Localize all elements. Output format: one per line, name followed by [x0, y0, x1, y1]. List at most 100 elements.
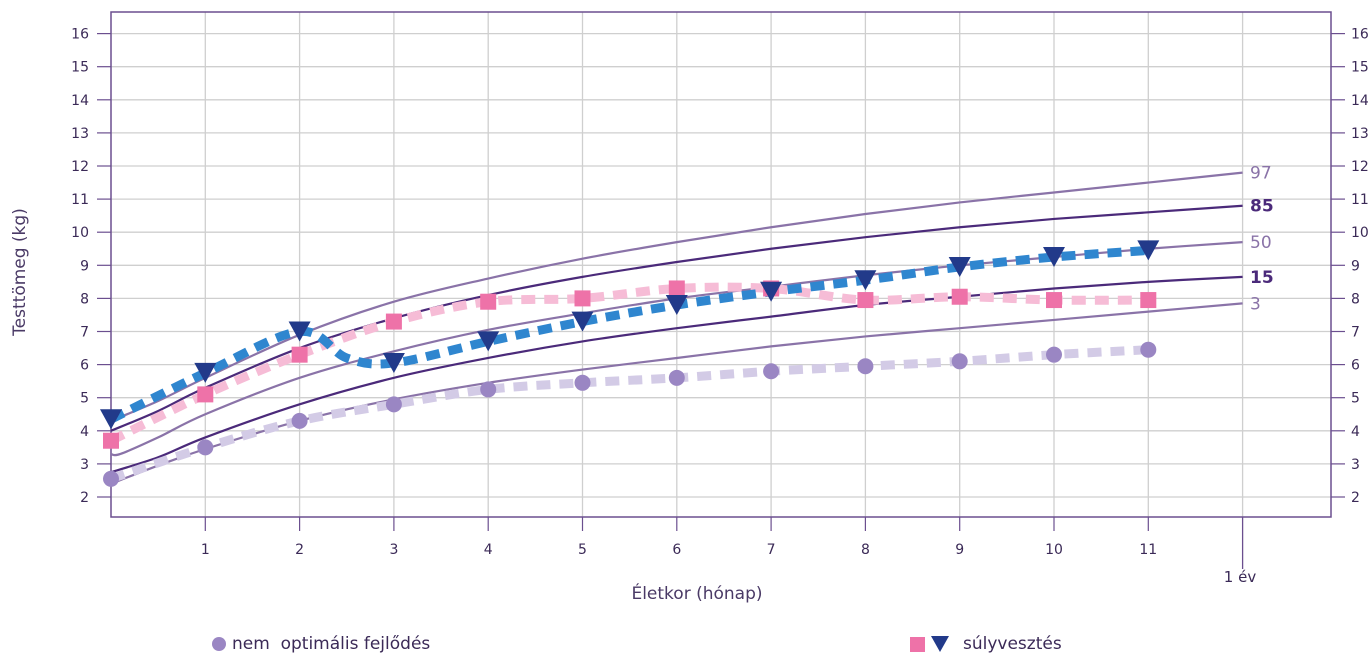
x-tick-label: 5	[578, 542, 587, 558]
y-tick-label-left: 16	[71, 27, 89, 43]
triangle-marker	[665, 295, 688, 316]
percentile-label-85: 85	[1250, 197, 1274, 217]
y-tick-label-right: 9	[1351, 258, 1360, 274]
y-tick-label-right: 16	[1351, 27, 1369, 43]
y-tick-label-right: 13	[1351, 126, 1369, 142]
x-tick-label: 7	[767, 542, 776, 558]
triangle-marker	[948, 256, 971, 277]
y-tick-label-left: 12	[71, 159, 89, 175]
x-tick-label: 10	[1045, 542, 1063, 558]
triangle-marker	[100, 409, 122, 430]
circle-marker	[857, 358, 874, 375]
square-marker	[574, 290, 591, 307]
y-tick-label-left: 14	[71, 93, 89, 109]
circle-marker	[1046, 346, 1062, 363]
y-tick-label-right: 10	[1351, 225, 1369, 241]
y-tick-label-left: 9	[80, 258, 89, 274]
y-tick-label-right: 12	[1351, 159, 1369, 175]
legend-weightloss: súlyvesztés	[910, 634, 1062, 654]
y-tick-label-right: 2	[1351, 490, 1360, 506]
triangle-marker	[194, 362, 217, 383]
grid	[97, 11, 1345, 569]
percentile-curve-97	[110, 171, 1243, 422]
x-tick-label: 6	[672, 542, 681, 558]
x-tick-label: 2	[295, 542, 304, 558]
circle-marker	[951, 353, 968, 370]
triangle-marker	[477, 331, 500, 352]
y-tick-label-right: 15	[1351, 60, 1369, 76]
y-tick-label-left: 5	[80, 391, 89, 407]
triangle-marker	[571, 311, 594, 332]
y-tick-label-left: 15	[71, 60, 89, 76]
y-tick-label-right: 14	[1351, 93, 1369, 109]
triangle-marker	[1043, 247, 1065, 268]
x-tick-label: 4	[484, 542, 493, 558]
y-tick-label-right: 3	[1351, 457, 1360, 473]
y-tick-label-left: 10	[71, 225, 89, 241]
y-tick-label-right: 4	[1351, 424, 1360, 440]
square-marker	[480, 293, 497, 310]
y-tick-label-left: 3	[80, 457, 89, 473]
series-markers	[100, 240, 1160, 487]
percentile-curve-50	[110, 241, 1243, 457]
circle-marker	[103, 470, 119, 487]
circle-marker-icon	[212, 637, 226, 651]
series-line	[109, 345, 1149, 484]
square-marker	[1140, 292, 1157, 309]
circle-marker	[1140, 341, 1157, 358]
circle-marker	[668, 369, 685, 386]
square-marker	[668, 280, 685, 297]
x-tick-label: 11	[1139, 542, 1157, 558]
circle-marker	[291, 412, 308, 429]
square-marker	[197, 386, 214, 403]
triangle-marker	[288, 321, 311, 342]
y-tick-label-right: 7	[1351, 325, 1360, 341]
x-tick-label: 3	[389, 542, 398, 558]
triangle-marker	[1137, 240, 1160, 261]
square-marker	[385, 313, 402, 330]
circle-marker	[197, 439, 214, 456]
y-tick-label-right: 11	[1351, 192, 1369, 208]
triangle-marker	[760, 281, 783, 302]
triangle-marker	[382, 352, 405, 373]
circle-marker	[763, 363, 780, 380]
x-end-label: 1 év	[1224, 568, 1257, 586]
square-marker-icon	[910, 636, 925, 652]
y-tick-label-left: 13	[71, 126, 89, 142]
y-tick-label-left: 6	[80, 358, 89, 374]
y-tick-label-right: 5	[1351, 391, 1360, 407]
square-marker	[951, 288, 968, 305]
triangle-marker	[854, 270, 877, 291]
y-tick-label-right: 8	[1351, 291, 1360, 307]
x-tick-label: 8	[861, 542, 870, 558]
square-marker	[857, 292, 874, 309]
legend-label-nonoptimal: nem optimális fejlődés	[232, 634, 431, 654]
percentile-curve-15	[110, 275, 1243, 474]
y-axis-title: Testtömeg (kg)	[10, 208, 30, 337]
legend-label-weightloss: súlyvesztés	[963, 634, 1062, 654]
circle-marker	[385, 396, 402, 413]
x-tick-label: 9	[955, 542, 964, 558]
percentile-label-3: 3	[1250, 294, 1261, 314]
y-tick-label-left: 4	[80, 424, 89, 440]
percentile-curves: 97 85 50 15 3	[110, 164, 1274, 485]
percentile-label-50: 50	[1250, 233, 1272, 253]
legend-nonoptimal: nem optimális fejlődés	[212, 634, 430, 654]
x-axis-title: Életkor (hónap)	[631, 582, 762, 604]
percentile-label-15: 15	[1250, 268, 1274, 288]
percentile-curve-85	[110, 204, 1243, 432]
square-marker	[103, 432, 119, 449]
x-tick-label: 1	[201, 542, 210, 558]
circle-marker	[574, 374, 591, 391]
circle-marker	[480, 381, 497, 398]
y-tick-label-left: 7	[80, 325, 89, 341]
square-marker	[1046, 292, 1062, 309]
triangle-marker-icon	[931, 636, 949, 652]
percentile-label-97: 97	[1250, 164, 1272, 184]
y-tick-label-left: 8	[80, 291, 89, 307]
y-tick-label-left: 2	[80, 490, 89, 506]
y-tick-label-left: 11	[71, 192, 89, 208]
y-tick-label-right: 6	[1351, 358, 1360, 374]
